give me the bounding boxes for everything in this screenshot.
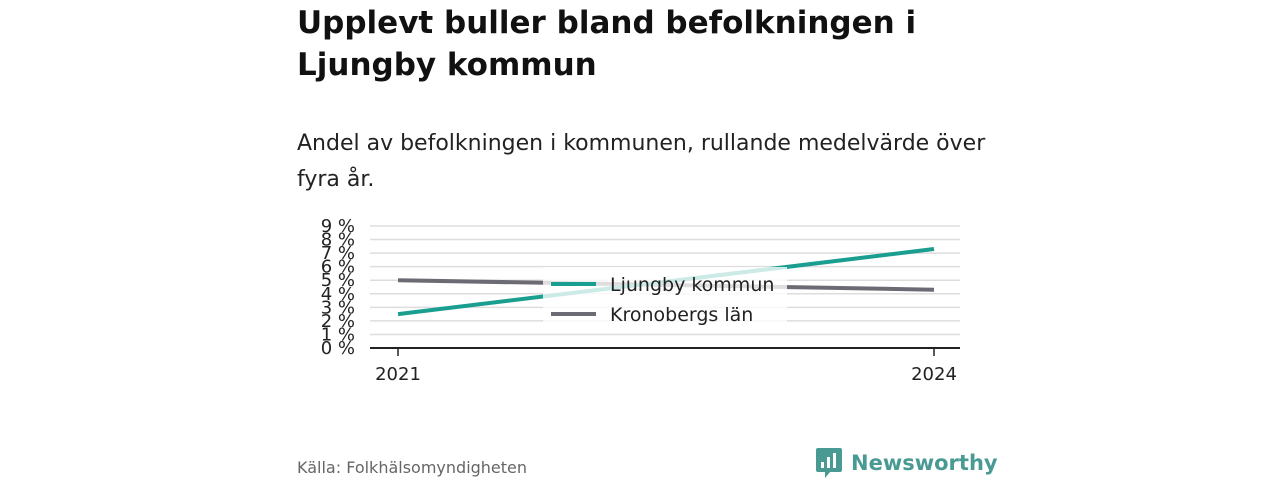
y-tick-label: 9 % — [321, 216, 355, 237]
x-tick-label: 2021 — [375, 364, 421, 385]
brand-name: Newsworthy — [851, 451, 998, 475]
y-tick-label: 0 % — [321, 338, 355, 359]
legend-box — [543, 267, 787, 333]
newsworthy-logo-icon — [816, 448, 842, 478]
y-tick-label: 1 % — [321, 324, 355, 345]
x-axis: 2021 2024 — [370, 347, 960, 385]
y-tick-label: 4 % — [321, 284, 355, 305]
legend-label: Ljungby kommun — [610, 274, 774, 296]
legend: Ljungby kommun Kronobergs län — [543, 267, 787, 333]
y-tick-label: 5 % — [321, 270, 355, 291]
y-tick-label: 6 % — [321, 257, 355, 278]
source-note: Källa: Folkhälsomyndigheten — [297, 458, 528, 477]
legend-label: Kronobergs län — [610, 304, 753, 326]
y-tick-label: 7 % — [321, 243, 355, 264]
y-tick-label: 8 % — [321, 230, 355, 251]
chart-title: Upplevt buller bland befolkningen i Ljun… — [297, 5, 917, 83]
y-tick-label: 3 % — [321, 297, 355, 318]
chart-subtitle: Andel av befolkningen i kommunen, rullan… — [297, 131, 986, 192]
y-tick-label: 2 % — [321, 311, 355, 332]
y-axis-tick-labels: 0 %1 %2 %3 %4 %5 %6 %7 %8 %9 % — [321, 216, 355, 359]
brand-logo: Newsworthy — [815, 446, 998, 480]
x-tick-label: 2024 — [911, 364, 957, 385]
